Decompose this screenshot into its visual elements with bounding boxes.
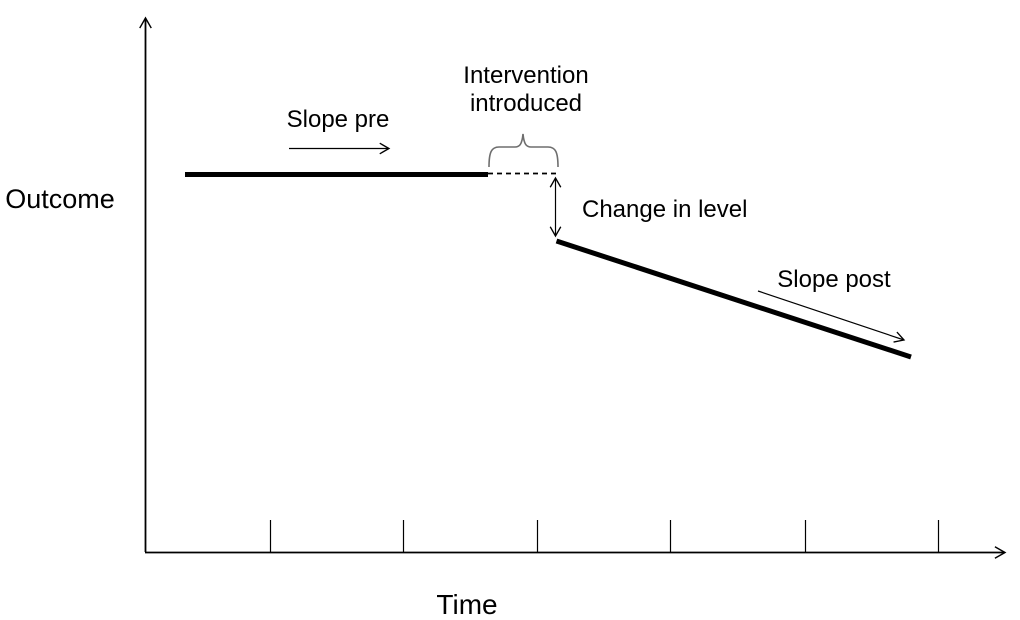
x-axis-label: Time [436,589,497,620]
post-intervention-line [555,238,912,360]
slope-post-label: Slope post [777,266,891,293]
x-axis-ticks [269,520,940,552]
intervention-label-line2: introduced [470,90,582,117]
intervention-label-line1: Intervention [463,62,588,89]
y-axis-label: Outcome [5,184,115,214]
slope-pre-label: Slope pre [287,106,390,133]
change-in-level-label: Change in level [582,196,747,223]
intervention-brace [488,133,559,168]
slope-post-arrow [757,290,906,343]
